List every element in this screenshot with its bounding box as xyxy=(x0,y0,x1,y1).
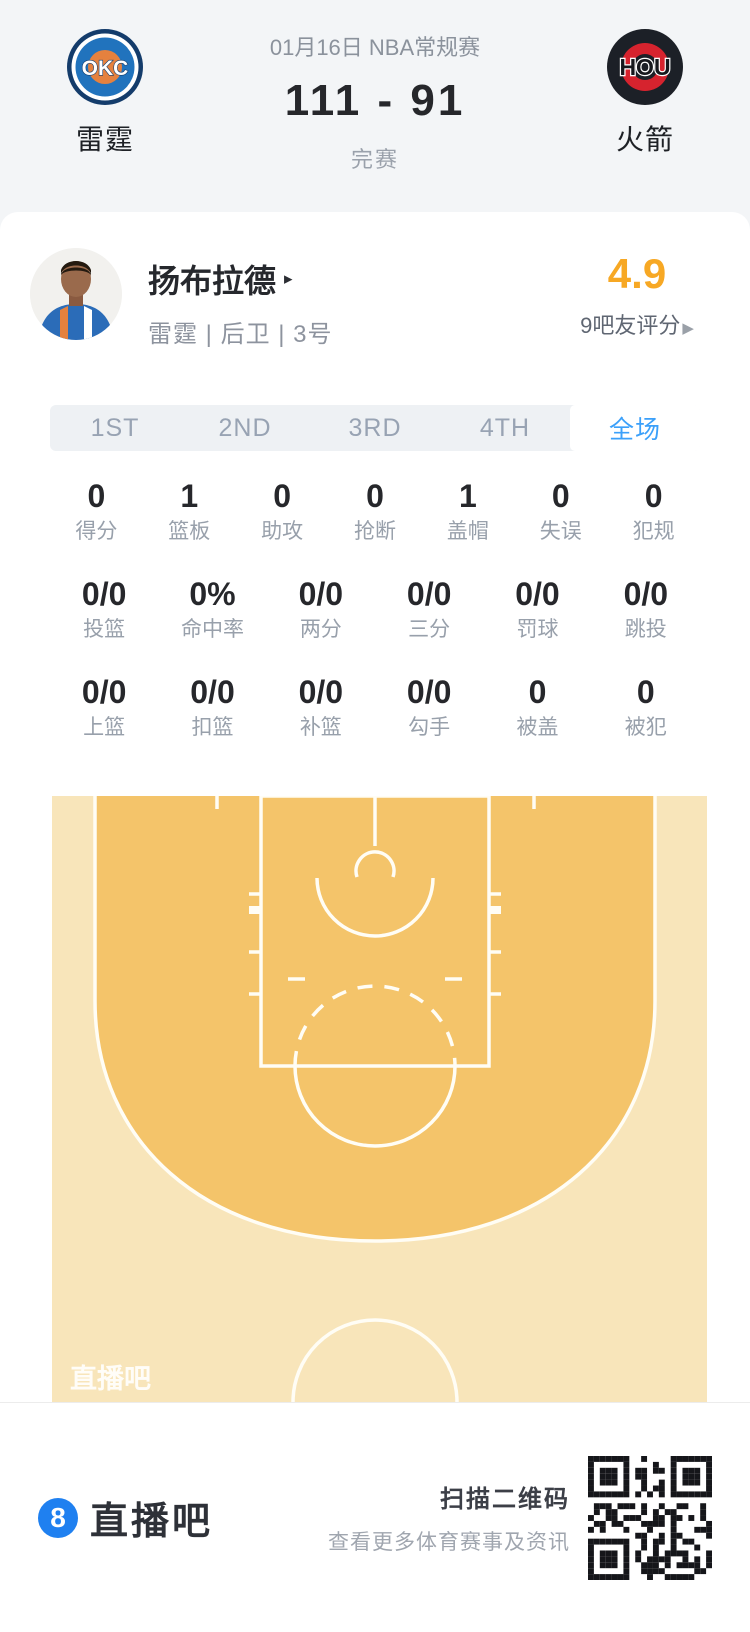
match-center-info: 01月16日 NBA常规赛 111 - 91 完赛 xyxy=(210,0,540,174)
stat-ft: 0/0 罚球 xyxy=(515,576,560,641)
stat-layup: 0/0 上篮 xyxy=(81,674,127,739)
home-team-name: 雷霆 xyxy=(75,124,134,155)
stat-steals: 0 抢断 xyxy=(354,478,396,543)
zhibo8-logo-icon: 8 xyxy=(38,1497,78,1538)
stat-jump-shot: 0/0 跳投 xyxy=(623,576,669,641)
stat-assists: 0 助攻 xyxy=(261,478,304,543)
stat-blocked: 0 被盖 xyxy=(516,674,559,739)
player-info: 雷霆 | 后卫 | 3号 xyxy=(148,321,333,348)
app-footer: 8 直播吧 扫描二维码 查看更多体育赛事及资讯 xyxy=(0,1402,750,1632)
tab-full-game[interactable]: 全场 xyxy=(570,405,700,451)
player-row: 扬布拉德 ▸ 雷霆 | 后卫 | 3号 4.9 9吧友评分 ▶ xyxy=(0,212,750,349)
player-name: 扬布拉德 xyxy=(148,263,277,299)
rating-label: 9吧友评分 ▶ xyxy=(580,313,694,338)
tab-4th[interactable]: 4TH xyxy=(479,413,531,442)
stat-putback: 0/0 补篮 xyxy=(298,674,344,739)
match-status: 完赛 xyxy=(350,147,399,172)
player-avatar[interactable] xyxy=(30,248,122,340)
stat-turnovers: 0 失误 xyxy=(539,478,582,543)
tab-1st[interactable]: 1ST xyxy=(90,413,140,442)
stat-three-pt: 0/0 三分 xyxy=(406,576,452,641)
scan-title: 扫描二维码 xyxy=(440,1486,570,1513)
away-team: HOU 火箭 xyxy=(540,0,750,158)
stat-fouled: 0 被犯 xyxy=(624,674,667,739)
player-rating-link[interactable]: 4.9 9吧友评分 ▶ xyxy=(562,248,712,340)
tab-2nd[interactable]: 2ND xyxy=(218,413,272,442)
match-score: 111 - 91 xyxy=(284,76,466,125)
svg-text:HOU: HOU xyxy=(619,54,670,80)
scan-subtitle: 查看更多体育赛事及资讯 xyxy=(328,1531,570,1554)
stat-points: 0 得分 xyxy=(75,478,118,543)
half-court-diagram: 直播吧 xyxy=(52,794,707,1403)
chevron-right-icon: ▸ xyxy=(284,269,293,288)
match-header: OKC 雷霆 01月16日 NBA常规赛 111 - 91 完赛 HOU 火箭 xyxy=(0,0,750,212)
qr-code xyxy=(588,1455,712,1580)
player-stats: 0 得分 1 篮板 0 助攻 0 抢断 1 盖帽 0 失误 0 犯规 0/0 投篮 0% 命中率 … xyxy=(50,477,700,743)
away-team-name: 火箭 xyxy=(615,124,674,155)
hou-team-logo-icon: HOU xyxy=(607,29,683,105)
stat-rebounds: 1 篮板 xyxy=(168,478,211,543)
home-team: OKC 雷霆 xyxy=(0,0,210,158)
svg-text:OKC: OKC xyxy=(82,57,129,80)
okc-team-logo-icon: OKC xyxy=(67,29,143,105)
shot-chart-court: 直播吧 xyxy=(52,794,707,1403)
stat-dunk: 0/0 扣篮 xyxy=(190,674,235,739)
stat-fg: 0/0 投篮 xyxy=(81,576,127,641)
scan-hint: 扫描二维码 查看更多体育赛事及资讯 xyxy=(328,1479,570,1556)
player-stat-card: 扬布拉德 ▸ 雷霆 | 后卫 | 3号 4.9 9吧友评分 ▶ 1ST 2ND 3… xyxy=(0,212,750,1632)
stat-row-shot-types: 0/0 上篮 0/0 扣篮 0/0 补篮 0/0 勾手 0 被盖 0 被犯 xyxy=(50,673,700,743)
match-date: 01月16日 NBA常规赛 xyxy=(269,35,481,60)
stat-row-basic: 0 得分 1 篮板 0 助攻 0 抢断 1 盖帽 0 失误 0 犯规 xyxy=(50,477,700,547)
stat-fouls: 0 犯规 xyxy=(632,478,675,543)
stat-fg-pct: 0% 命中率 xyxy=(180,576,244,641)
rating-value: 4.9 xyxy=(607,250,667,297)
player-avatar-image xyxy=(30,248,122,340)
arrow-right-icon: ▶ xyxy=(682,320,694,337)
player-meta: 扬布拉德 ▸ 雷霆 | 后卫 | 3号 xyxy=(148,248,562,349)
brand: 8 直播吧 xyxy=(38,1490,213,1545)
tab-3rd[interactable]: 3RD xyxy=(348,413,402,442)
stat-blocks: 1 盖帽 xyxy=(446,478,489,543)
stat-two-pt: 0/0 两分 xyxy=(298,576,344,641)
stat-row-shooting: 0/0 投篮 0% 命中率 0/0 两分 0/0 三分 0/0 罚球 0/0 跳投 xyxy=(50,575,700,645)
brand-name: 直播吧 xyxy=(90,1501,214,1543)
court-watermark: 直播吧 xyxy=(70,1364,151,1394)
stat-hook: 0/0 勾手 xyxy=(406,674,452,739)
period-tab-bar: 1ST 2ND 3RD 4TH 全场 xyxy=(50,405,700,451)
player-name-link[interactable]: 扬布拉德 ▸ xyxy=(148,256,562,302)
